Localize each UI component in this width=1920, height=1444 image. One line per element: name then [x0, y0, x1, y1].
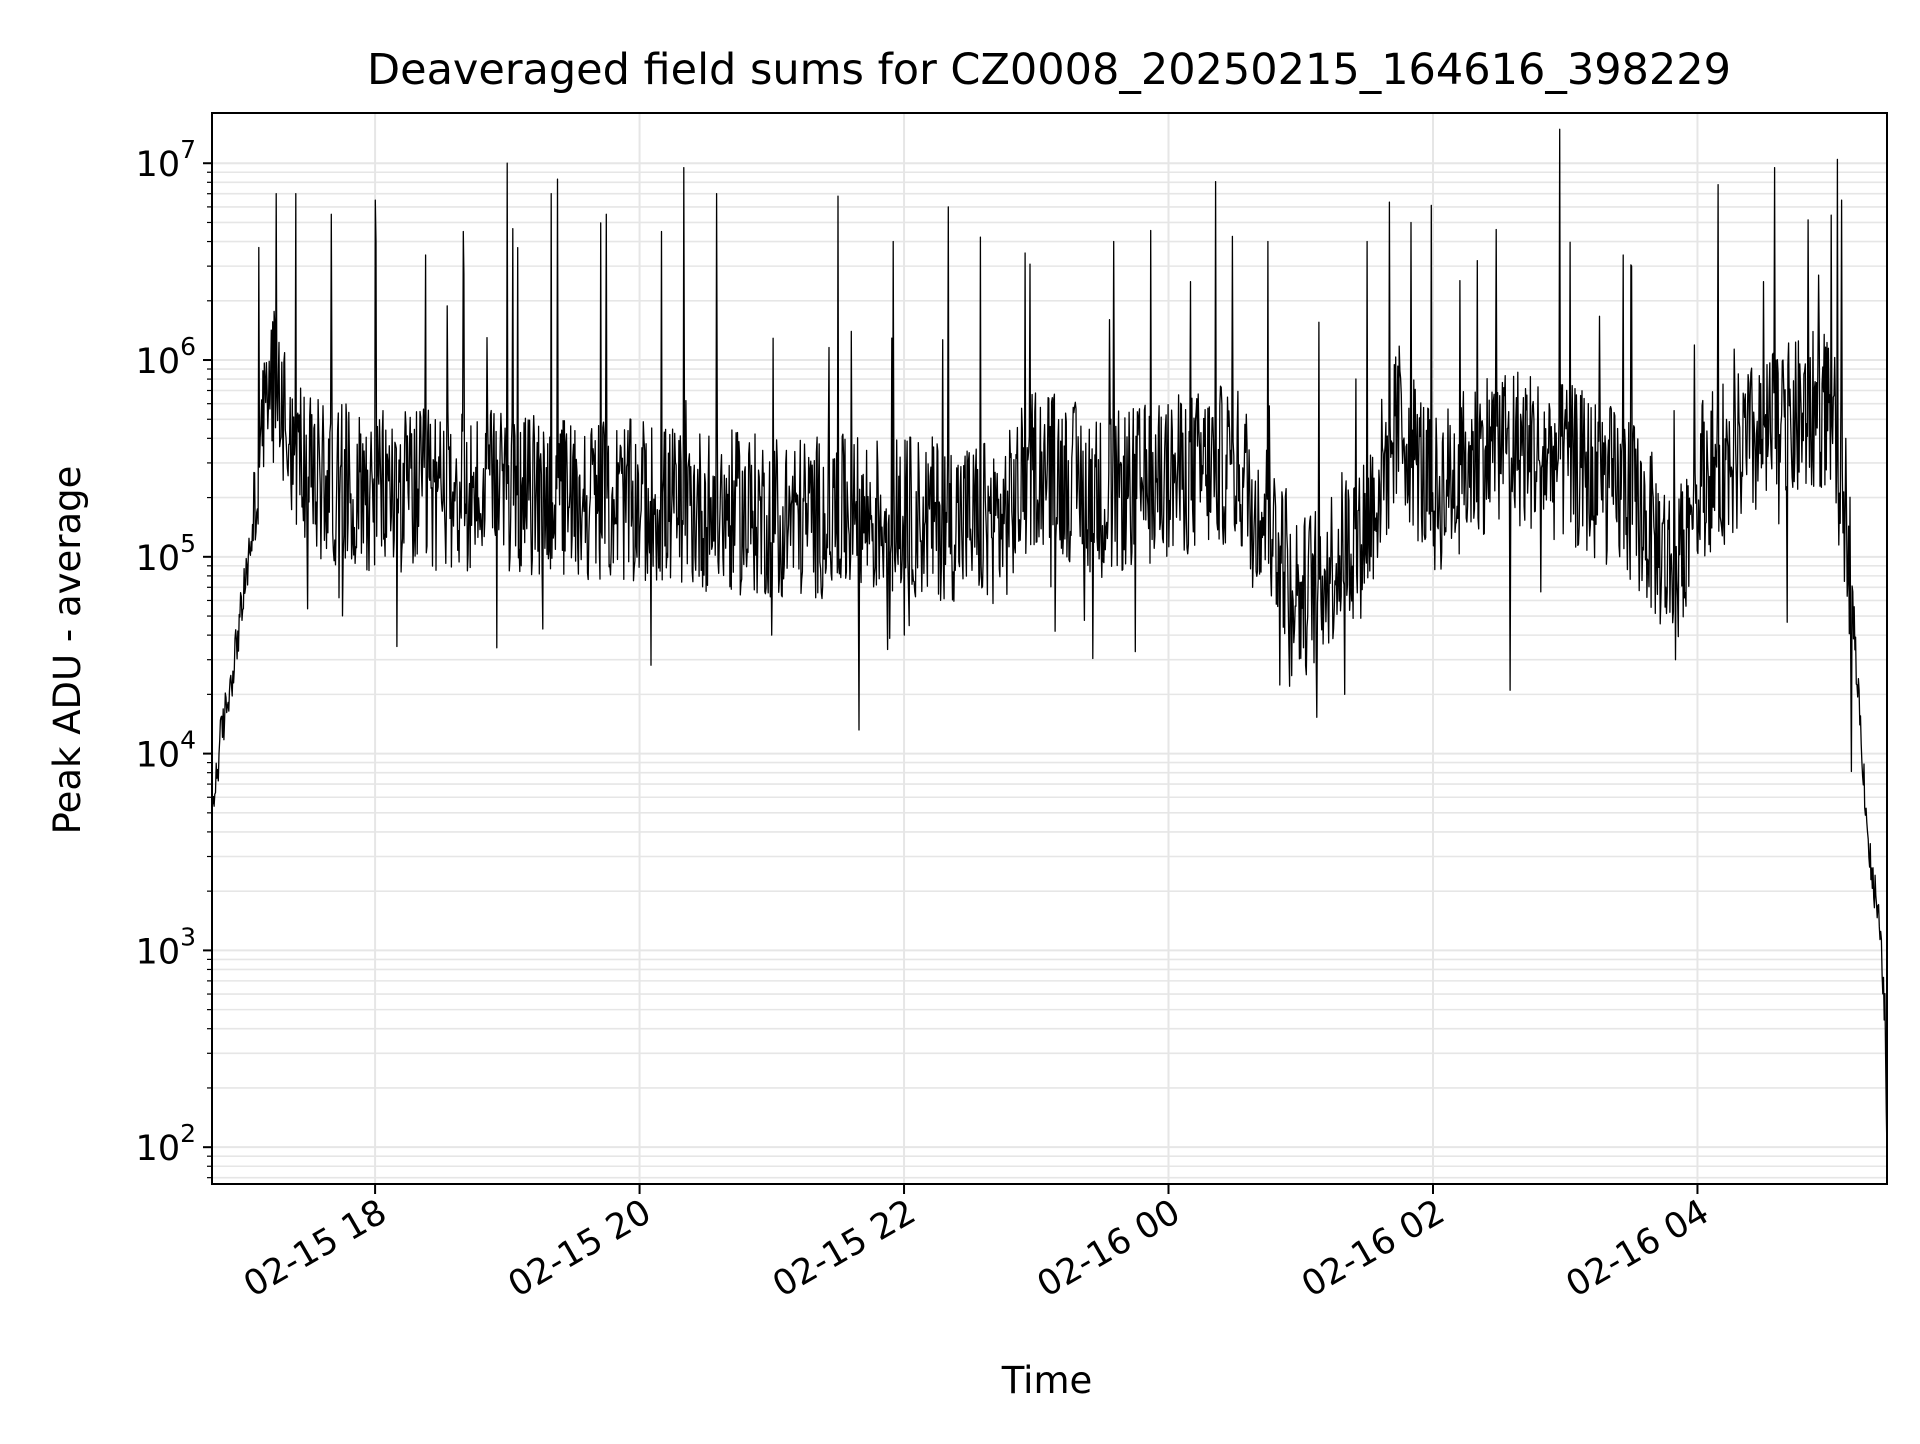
y-axis-label: Peak ADU - average	[46, 466, 89, 835]
series-line-group	[211, 128, 1888, 1155]
y-tick-label: 105	[136, 529, 196, 579]
y-axis-ticks: 102 103 104 105 106 107	[136, 135, 212, 1179]
y-tick-label: 104	[136, 726, 196, 776]
chart-title: Deaveraged field sums for CZ0008_2025021…	[367, 45, 1731, 95]
series-line	[211, 128, 1888, 1155]
y-tick-label: 106	[136, 332, 196, 382]
x-axis-label: Time	[1001, 1359, 1093, 1402]
y-tick-label: 102	[136, 1119, 196, 1169]
plot-frame	[211, 112, 1888, 1185]
y-tick-label: 103	[136, 922, 196, 972]
y-tick-label: 107	[136, 135, 196, 185]
grid-lines	[212, 113, 1887, 1184]
